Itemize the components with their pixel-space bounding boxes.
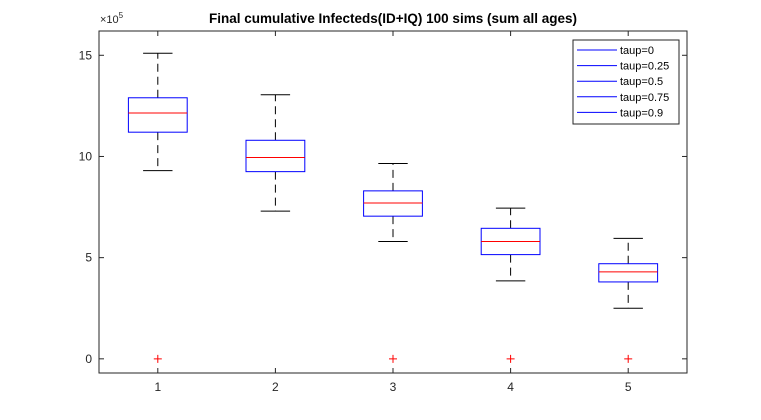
- box-4: [480, 207, 541, 363]
- box-series: [127, 52, 659, 363]
- box-iqr: [363, 190, 423, 217]
- x-tick-label: 3: [390, 380, 397, 394]
- box-iqr: [598, 263, 659, 283]
- chart-title: Final cumulative Infecteds(ID+IQ) 100 si…: [209, 11, 577, 26]
- x-axis-ticks: 1 2 3 4 5: [154, 31, 632, 394]
- legend-label: taup=0.75: [620, 92, 669, 104]
- y-axis-exponent-base: ×10: [100, 14, 119, 26]
- y-tick-label: 15: [79, 48, 93, 62]
- outlier-marker: [506, 354, 515, 363]
- box-iqr: [245, 139, 306, 173]
- box-1: [127, 52, 188, 363]
- legend-box: [572, 39, 680, 125]
- legend-label: taup=0.9: [620, 107, 663, 119]
- legend-label: taup=0: [620, 45, 654, 57]
- y-tick-label: 0: [85, 352, 92, 366]
- outlier-marker: [153, 354, 162, 363]
- x-tick-label: 2: [272, 380, 279, 394]
- legend-label: taup=0.5: [620, 76, 663, 88]
- x-tick-label: 1: [154, 380, 161, 394]
- y-axis-exponent-power: 5: [119, 11, 124, 20]
- box-5: [598, 237, 659, 363]
- legend: taup=0 taup=0.25 taup=0.5 taup=0.75 taup=0.9: [572, 39, 680, 125]
- box-iqr: [127, 97, 188, 133]
- y-tick-label: 5: [85, 251, 92, 265]
- legend-label: taup=0.25: [620, 61, 669, 73]
- box-2: [245, 94, 306, 212]
- y-axis-exponent-label: ×105: [100, 11, 124, 26]
- box-3: [363, 163, 423, 363]
- x-tick-label: 4: [507, 380, 514, 394]
- y-axis-ticks: 0 5 10 15: [79, 48, 687, 366]
- x-tick-label: 5: [625, 380, 632, 394]
- outlier-marker: [624, 354, 633, 363]
- y-tick-label: 10: [79, 149, 93, 163]
- outlier-marker: [389, 354, 397, 363]
